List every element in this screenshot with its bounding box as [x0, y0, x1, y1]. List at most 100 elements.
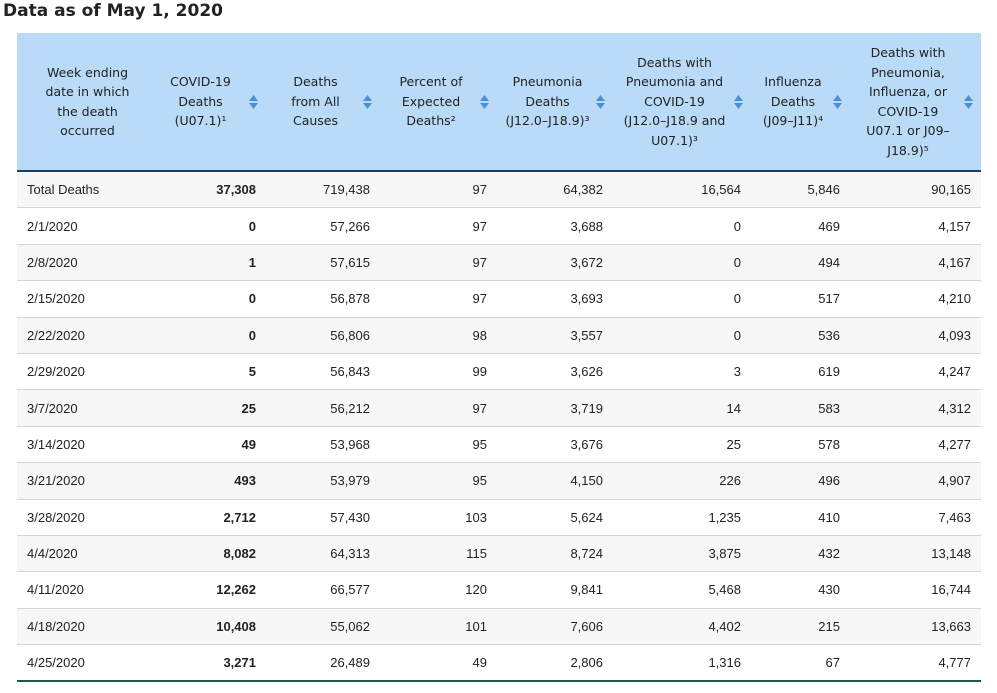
cell-pneumonia-deaths: 3,626	[497, 353, 613, 391]
cell-percent-expected: 103	[380, 499, 497, 536]
cell-pneumonia-influenza-covid: 4,167	[850, 244, 981, 282]
table-row: 3/14/2020 49 53,968 95 3,676 25 578 4,277	[17, 426, 981, 464]
header-label-line: (U07.1)¹	[174, 113, 227, 129]
table-header-row: Week ending date in which the death occurre…	[17, 33, 981, 172]
column-header-week-ending: Week ending date in which the death occurre…	[17, 33, 150, 172]
cell-pneumonia-influenza-covid: 90,165	[850, 171, 981, 209]
header-label-line: COVID-19	[170, 74, 231, 90]
column-header-pneumonia-influenza-covid[interactable]: Deaths with Pneumonia, Influenza, or COVID-…	[850, 33, 981, 172]
table-row: 2/15/2020 0 56,878 97 3,693 0 517 4,210	[17, 280, 981, 318]
cell-week-ending: Total Deaths	[17, 171, 150, 209]
cell-all-causes-deaths: 66,577	[266, 571, 380, 609]
header-label-line: Pneumonia,	[871, 64, 945, 80]
cell-influenza-deaths: 430	[751, 571, 850, 609]
cell-influenza-deaths: 496	[751, 462, 850, 500]
sort-updown-icon[interactable]	[249, 94, 258, 109]
sort-updown-icon[interactable]	[964, 94, 973, 109]
cell-influenza-deaths: 410	[751, 499, 850, 536]
header-label-line: Deaths	[293, 74, 338, 90]
header-label-line: from All	[291, 93, 340, 109]
cell-week-ending: 2/22/2020	[17, 317, 150, 354]
cell-week-ending: 2/15/2020	[17, 280, 150, 318]
cell-pneumonia-and-covid: 0	[613, 317, 751, 354]
cell-week-ending: 4/25/2020	[17, 644, 150, 683]
cell-pneumonia-and-covid: 25	[613, 426, 751, 464]
cell-influenza-deaths: 578	[751, 426, 850, 464]
cell-all-causes-deaths: 26,489	[266, 644, 380, 683]
cell-pneumonia-and-covid: 14	[613, 389, 751, 427]
cell-pneumonia-deaths: 64,382	[497, 171, 613, 209]
cell-influenza-deaths: 583	[751, 389, 850, 427]
cell-pneumonia-deaths: 3,719	[497, 389, 613, 427]
column-header-all-causes-deaths[interactable]: Deaths from All Causes	[266, 33, 380, 172]
cell-pneumonia-influenza-covid: 4,277	[850, 426, 981, 464]
table-row: 2/1/2020 0 57,266 97 3,688 0 469 4,157	[17, 207, 981, 245]
header-label-line: date in which	[45, 84, 130, 99]
cell-pneumonia-and-covid: 3	[613, 353, 751, 391]
cell-influenza-deaths: 432	[751, 535, 850, 573]
header-label-line: U07.1)³	[651, 132, 698, 148]
column-header-label: Week ending date in which the death occurre…	[31, 63, 144, 141]
cell-pneumonia-deaths: 3,688	[497, 207, 613, 245]
cell-percent-expected: 49	[380, 644, 497, 683]
cell-all-causes-deaths: 56,212	[266, 389, 380, 427]
cell-pneumonia-and-covid: 0	[613, 244, 751, 282]
table-row: 3/7/2020 25 56,212 97 3,719 14 583 4,312	[17, 389, 981, 427]
table-row: 3/28/2020 2,712 57,430 103 5,624 1,235 410 7,46…	[17, 499, 981, 536]
cell-percent-expected: 115	[380, 535, 497, 573]
column-header-covid-19-deaths[interactable]: COVID-19 Deaths (U07.1)¹	[150, 33, 266, 172]
header-label-line: Influenza, or	[869, 84, 947, 99]
cell-covid-19-deaths: 25	[150, 389, 266, 427]
cell-pneumonia-influenza-covid: 4,907	[850, 462, 981, 500]
cell-pneumonia-influenza-covid: 4,247	[850, 353, 981, 391]
header-label-line: Deaths with	[637, 54, 712, 70]
column-header-influenza-deaths[interactable]: Influenza Deaths (J09–J11)⁴	[751, 33, 850, 172]
cell-pneumonia-and-covid: 5,468	[613, 571, 751, 609]
header-label-line: J18.9)⁵	[887, 142, 929, 158]
cell-pneumonia-deaths: 3,676	[497, 426, 613, 464]
header-label-line: COVID-19	[644, 93, 705, 109]
cell-percent-expected: 97	[380, 207, 497, 245]
cell-covid-19-deaths: 10,408	[150, 608, 266, 646]
sort-updown-icon[interactable]	[734, 94, 743, 109]
column-header-percent-expected[interactable]: Percent of Expected Deaths²	[380, 33, 497, 172]
cell-all-causes-deaths: 57,430	[266, 499, 380, 536]
cell-pneumonia-and-covid: 1,235	[613, 499, 751, 536]
cell-covid-19-deaths: 0	[150, 207, 266, 245]
cell-pneumonia-influenza-covid: 4,157	[850, 207, 981, 245]
column-header-label: COVID-19 Deaths (U07.1)¹	[158, 72, 243, 131]
cell-covid-19-deaths: 37,308	[150, 171, 266, 209]
column-header-pneumonia-deaths[interactable]: Pneumonia Deaths (J12.0–J18.9)³	[497, 33, 613, 172]
sort-updown-icon[interactable]	[363, 94, 372, 109]
sort-updown-icon[interactable]	[596, 94, 605, 109]
sort-updown-icon[interactable]	[833, 94, 842, 109]
table-row: 2/29/2020 5 56,843 99 3,626 3 619 4,247	[17, 353, 981, 391]
header-label-line: Deaths	[525, 93, 570, 109]
cell-influenza-deaths: 619	[751, 353, 850, 391]
cell-percent-expected: 97	[380, 389, 497, 427]
cell-pneumonia-influenza-covid: 4,210	[850, 280, 981, 318]
cell-covid-19-deaths: 2,712	[150, 499, 266, 536]
cell-pneumonia-deaths: 3,557	[497, 317, 613, 354]
cell-all-causes-deaths: 57,615	[266, 244, 380, 282]
cell-pneumonia-deaths: 3,693	[497, 280, 613, 318]
cell-pneumonia-deaths: 9,841	[497, 571, 613, 609]
cell-week-ending: 4/11/2020	[17, 571, 150, 609]
header-label-line: (J12.0–J18.9)³	[505, 113, 590, 129]
cell-percent-expected: 95	[380, 462, 497, 500]
cell-pneumonia-deaths: 4,150	[497, 462, 613, 500]
column-header-pneumonia-and-covid[interactable]: Deaths with Pneumonia and COVID-19 (J12.0–J…	[613, 33, 751, 172]
header-label-line: U07.1 or J09–	[866, 123, 950, 138]
cell-percent-expected: 97	[380, 280, 497, 318]
sort-updown-icon[interactable]	[480, 94, 489, 109]
cell-all-causes-deaths: 56,878	[266, 280, 380, 318]
table-row: 4/25/2020 3,271 26,489 49 2,806 1,316 67 4,777	[17, 644, 981, 683]
column-header-label: Deaths with Pneumonia and COVID-19 (J12.0–J…	[621, 53, 728, 151]
header-label-line: Pneumonia and	[625, 74, 724, 90]
cell-pneumonia-deaths: 2,806	[497, 644, 613, 683]
cell-influenza-deaths: 5,846	[751, 171, 850, 209]
cell-percent-expected: 120	[380, 571, 497, 609]
cell-week-ending: 3/14/2020	[17, 426, 150, 464]
header-label-line: Deaths	[770, 93, 816, 109]
table-row: 4/18/2020 10,408 55,062 101 7,606 4,402 215 13,…	[17, 608, 981, 646]
